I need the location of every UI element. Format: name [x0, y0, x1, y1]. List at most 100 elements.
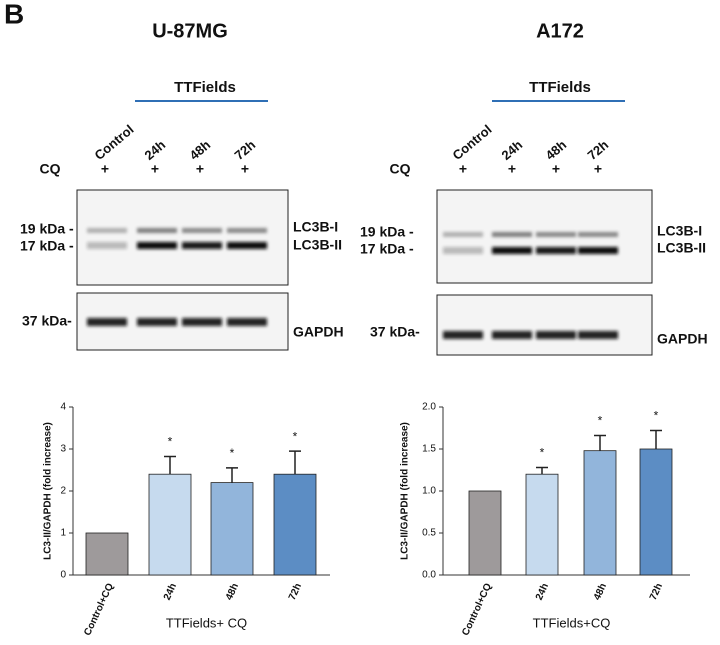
y-tick-label: 1.5: [422, 444, 436, 455]
band-gapdh: [536, 331, 576, 339]
band-lc3b-ii: [492, 247, 532, 254]
band-lc3b-ii: [578, 247, 618, 254]
band-lc3b-i: [227, 228, 267, 233]
significance-mark: *: [540, 446, 545, 460]
error-bar: [594, 434, 606, 451]
band-label: LC3B-I: [293, 219, 338, 235]
bar: [85, 532, 129, 576]
x-tick-label: 48h: [224, 582, 241, 602]
band-gapdh: [137, 318, 177, 326]
cq-sign: +: [241, 161, 249, 177]
y-tick-label: 4: [60, 402, 66, 413]
band-lc3b-ii: [137, 242, 177, 249]
error-bar: [650, 429, 662, 449]
band-lc3b-i: [137, 228, 177, 233]
band-label: GAPDH: [293, 324, 344, 340]
bar: [273, 473, 317, 576]
lane-label: Control: [449, 122, 494, 163]
lane-label: 48h: [542, 137, 569, 163]
y-axis-title: LC3-II/GAPDH (fold increase): [400, 422, 411, 560]
y-axis-title: LC3-II/GAPDH (fold increase): [43, 422, 54, 560]
band-gapdh: [182, 318, 222, 326]
cq-sign: +: [594, 161, 602, 177]
band-lc3b-i: [536, 232, 576, 237]
x-tick-label: 24h: [534, 582, 551, 602]
blot-frame: [76, 189, 289, 286]
cell-line-title: A172: [536, 20, 584, 42]
cq-sign: +: [196, 161, 204, 177]
lane-label: 24h: [141, 137, 168, 163]
cq-sign: +: [101, 161, 109, 177]
x-tick-label: 48h: [592, 582, 609, 602]
x-axis-title: TTFields+CQ: [533, 615, 611, 630]
bar: [148, 473, 192, 576]
bar: [468, 490, 502, 576]
x-tick-label: Control+CQ: [82, 582, 116, 638]
lane-label: Control: [91, 122, 136, 163]
error-bar: [164, 455, 176, 475]
kda-marker: 37 kDa-: [22, 313, 72, 329]
y-tick-label: 0.0: [422, 570, 436, 581]
y-tick-label: 2.0: [422, 402, 436, 413]
lane-label: 72h: [584, 137, 611, 163]
cq-label: CQ: [390, 161, 411, 177]
band-label: GAPDH: [657, 331, 708, 347]
bar: [583, 450, 617, 576]
band-lc3b-i: [492, 232, 532, 237]
band-lc3b-ii: [227, 242, 267, 249]
y-tick-label: 1: [60, 528, 66, 539]
kda-marker: 19 kDa -: [20, 221, 74, 237]
significance-mark: *: [654, 409, 659, 423]
bar: [525, 473, 559, 576]
band-gapdh: [87, 318, 127, 326]
bar: [210, 482, 254, 576]
x-tick-label: 24h: [162, 582, 179, 602]
kda-marker: 17 kDa -: [20, 238, 74, 254]
band-lc3b-ii: [536, 247, 576, 254]
cq-sign: +: [459, 161, 467, 177]
y-tick-label: 1.0: [422, 486, 436, 497]
band-gapdh: [227, 318, 267, 326]
cq-label: CQ: [40, 161, 61, 177]
significance-mark: *: [230, 446, 235, 460]
blot-frame: [436, 294, 653, 356]
band-label: LC3B-I: [657, 223, 702, 239]
band-lc3b-i: [87, 228, 127, 233]
band-lc3b-i: [182, 228, 222, 233]
band-lc3b-ii: [87, 242, 127, 249]
significance-mark: *: [293, 429, 298, 443]
band-lc3b-ii: [182, 242, 222, 249]
kda-marker: 19 kDa -: [360, 224, 414, 240]
band-label: LC3B-II: [657, 240, 706, 256]
band-gapdh: [492, 331, 532, 339]
y-tick-label: 2: [60, 486, 66, 497]
lane-label: 48h: [186, 137, 213, 163]
x-tick-label: Control+CQ: [460, 582, 494, 638]
x-tick-label: 72h: [287, 582, 304, 602]
significance-mark: *: [168, 435, 173, 449]
cq-sign: +: [151, 161, 159, 177]
error-bar: [289, 450, 301, 475]
significance-mark: *: [598, 414, 603, 428]
cell-line-title: U-87MG: [152, 20, 228, 42]
error-bar: [226, 467, 238, 483]
treatment-label: TTFields: [529, 79, 591, 96]
band-label: LC3B-II: [293, 237, 342, 253]
x-tick-label: 72h: [648, 582, 665, 602]
y-tick-label: 3: [60, 444, 66, 455]
panel-label: B: [4, 0, 24, 29]
kda-marker: 37 kDa-: [370, 324, 420, 340]
band-lc3b-i: [443, 232, 483, 237]
y-tick-label: 0.5: [422, 528, 436, 539]
band-lc3b-ii: [443, 247, 483, 254]
treatment-label: TTFields: [174, 79, 236, 96]
band-lc3b-i: [578, 232, 618, 237]
lane-label: 72h: [231, 137, 258, 163]
cq-sign: +: [552, 161, 560, 177]
band-gapdh: [443, 331, 483, 339]
kda-marker: 17 kDa -: [360, 241, 414, 257]
band-gapdh: [578, 331, 618, 339]
bar: [639, 448, 673, 576]
